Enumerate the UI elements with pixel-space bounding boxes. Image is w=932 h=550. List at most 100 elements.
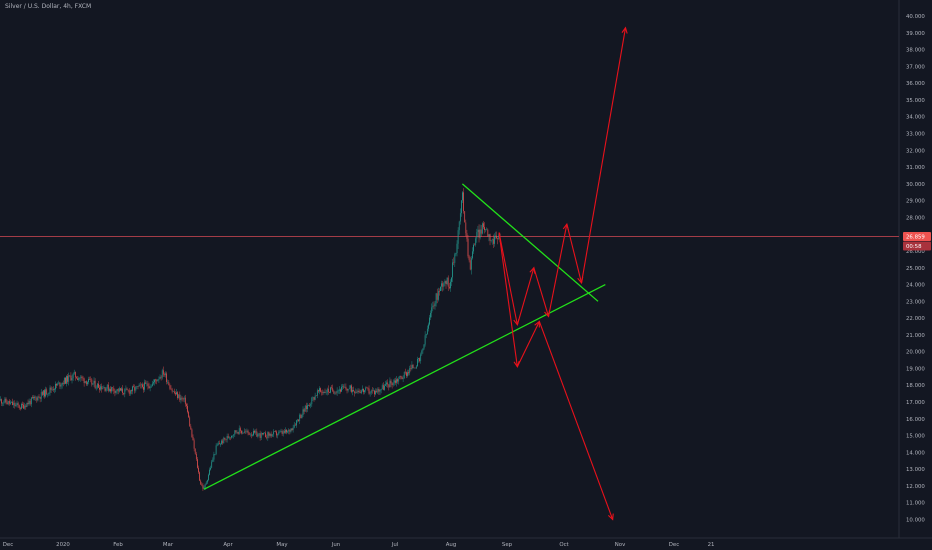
candle-body [356,391,358,393]
candle-body [337,390,339,392]
candle-body [122,388,123,394]
candle-body [133,386,134,388]
candle-body [291,428,293,430]
candle-body [210,467,211,470]
candle-body [271,434,273,437]
candle-body [481,223,483,234]
candle-body [242,432,243,434]
candle-body [318,390,319,392]
y-tick-label: 28.000 [906,215,925,221]
candle-body [21,404,22,409]
candle-body [270,433,272,437]
candle-body [264,432,265,434]
candle-body [230,437,231,439]
candle-body [19,408,21,409]
candle-body [3,402,5,404]
candle-body [36,397,38,401]
candle-body [263,432,264,435]
candle-body [78,378,79,380]
candle-body [342,386,343,387]
candle-body [16,403,18,405]
candle-body [156,380,158,382]
candle-body [491,239,493,241]
candle-body [24,405,26,409]
projection-segment [538,321,614,520]
candle-body [15,404,17,406]
candle-body [148,386,150,389]
candle-body [182,398,184,400]
candle-body [363,388,364,393]
candle-body [69,375,71,376]
candle-body [330,387,331,393]
candle-body [0,399,1,401]
candle-body [223,437,225,444]
candle-body [12,401,13,405]
candle-body [85,381,87,385]
candle-body [165,373,166,375]
candle-body [397,379,398,382]
candle-body [129,390,131,394]
candle-body [46,389,48,395]
candle-body [34,397,35,398]
candle-body [102,388,104,390]
candle-body [272,431,274,435]
candle-body [191,429,193,438]
candle-body [486,229,488,231]
candle-body [213,454,215,460]
candle-body [355,391,357,394]
candle-body [177,392,178,398]
candle-body [250,434,252,436]
candle-body [349,385,351,389]
x-tick-label: Apr [223,542,233,548]
candle-body [205,482,207,485]
countdown-tag [903,241,931,251]
candle-body [249,434,251,436]
candle-body [313,397,315,400]
candle-body [193,440,195,449]
candle-body [60,385,62,387]
candle-body [95,387,97,389]
y-tick-label: 26.000 [906,249,925,255]
candle-body [71,378,73,381]
y-tick-label: 36.000 [906,81,925,87]
candle-body [29,400,31,405]
x-tick-label: Sep [502,542,513,548]
candle-body [285,429,286,433]
candle-body [444,281,446,284]
candle-body [161,370,163,378]
candle-body [268,432,270,436]
candle-body [386,382,387,385]
candle-body [441,283,442,287]
candle-body [23,404,24,409]
candle-body [124,389,126,395]
candle-body [154,379,155,383]
candle-body [132,386,133,392]
candle-body [79,378,81,379]
candle-body [136,386,138,387]
candle-body [190,426,192,430]
y-tick-label: 20.000 [906,350,925,356]
candle-body [198,467,199,473]
y-tick-label: 25.000 [906,266,925,272]
candle-body [327,388,329,393]
candle-body [63,377,65,385]
candle-body [235,430,237,433]
candle-body [388,384,390,388]
candle-body [377,388,379,393]
candle-body [212,459,214,462]
candle-body [160,376,162,378]
candle-body [74,371,76,378]
candle-body [91,379,93,385]
candle-body [324,391,326,393]
candle-body [93,380,95,384]
candle-body [288,430,290,432]
candle-body [241,430,242,434]
candle-body [243,432,244,434]
candle-body [139,384,141,386]
projection-segment [547,224,568,317]
candle-body [303,409,305,412]
candle-body [290,428,292,432]
candle-body [437,290,439,300]
candle-body [121,388,122,391]
